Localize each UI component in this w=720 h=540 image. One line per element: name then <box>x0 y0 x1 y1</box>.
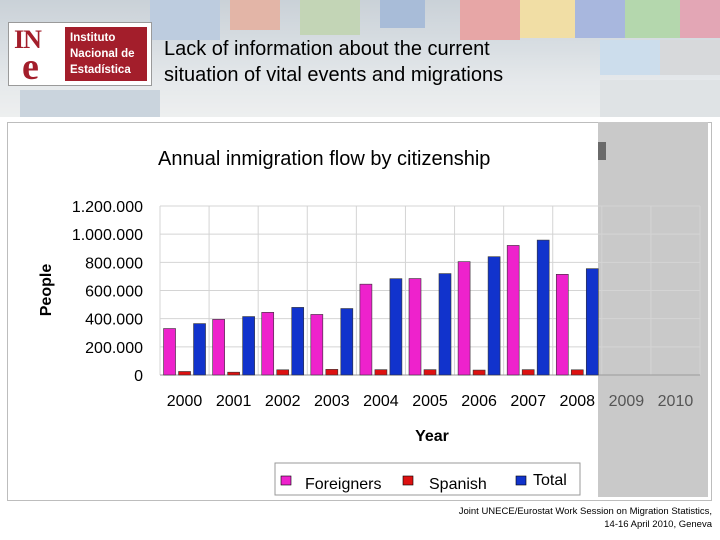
x-tick-label: 2006 <box>461 393 497 410</box>
y-tick-label: 1.000.000 <box>72 227 143 244</box>
projection-shade <box>598 122 708 497</box>
logo-name-line2: Nacional de <box>70 48 135 60</box>
bar-total-2004 <box>389 278 403 376</box>
y-tick-label: 600.000 <box>85 284 143 301</box>
x-tick-label: 2002 <box>265 393 301 410</box>
bar-foreigners-2005 <box>408 278 422 376</box>
chart-title: Annual inmigration flow by citizenship <box>152 140 597 178</box>
y-tick-label: 0 <box>134 368 143 385</box>
footer-line2: 14-16 April 2010, Geneva <box>604 519 712 530</box>
footer-line1: Joint UNECE/Eurostat Work Session on Mig… <box>458 506 712 517</box>
bar-total-2005 <box>438 273 452 376</box>
bar-foreigners-2003 <box>310 314 324 376</box>
legend-swatch-spanish <box>402 475 414 486</box>
bar-spanish-2001 <box>227 371 240 376</box>
x-tick-label: 2009 <box>609 393 645 410</box>
bar-spanish-2003 <box>325 369 339 376</box>
y-tick-label: 1.200.000 <box>72 199 143 216</box>
gridlines <box>159 205 701 376</box>
legend-box <box>274 462 581 496</box>
y-tick-labels: 0 200.000 400.000 600.000 800.000 1.000.000 1.… <box>72 199 143 385</box>
bar-foreigners-2001 <box>212 319 225 376</box>
x-axis-label: Year <box>415 428 449 445</box>
bar-spanish-2008 <box>570 369 584 376</box>
y-tick-label: 200.000 <box>85 340 143 357</box>
legend-swatch-total <box>515 475 527 486</box>
y-tick-label: 800.000 <box>85 255 143 272</box>
x-tick-label: 2003 <box>314 393 350 410</box>
x-tick-label: 2007 <box>510 393 546 410</box>
bar-foreigners-2006 <box>457 261 471 376</box>
slide-title-line1: Lack of information about the current <box>164 38 490 60</box>
bar-total-2007 <box>536 239 550 376</box>
logo-institute-name: Instituto Nacional de Estadística <box>65 27 147 81</box>
bar-foreigners-2000 <box>163 328 176 376</box>
bar-total-2003 <box>340 308 354 376</box>
bar-total-2008 <box>585 268 599 376</box>
bar-spanish-2004 <box>374 369 388 376</box>
bar-foreigners-2008 <box>555 274 569 376</box>
y-axis-label: People <box>38 264 55 317</box>
x-tick-label: 2001 <box>216 393 252 410</box>
bar-spanish-2002 <box>276 369 290 376</box>
x-tick-label: 2010 <box>658 393 694 410</box>
bar-total-2000 <box>193 323 206 376</box>
x-tick-label: 2005 <box>412 393 448 410</box>
x-tick-label: 2000 <box>167 393 203 410</box>
bar-total-2002 <box>291 307 305 376</box>
bar-spanish-2006 <box>472 369 486 376</box>
bar-spanish-2005 <box>423 369 437 376</box>
x-tick-label: 2004 <box>363 393 399 410</box>
legend-swatch-foreigners <box>280 475 292 486</box>
legend-label-total: Total <box>533 472 567 489</box>
slide-title: Lack of information about the current si… <box>164 36 684 88</box>
ine-logo-mark: IN e <box>12 25 62 88</box>
logo-name-line3: Estadística <box>70 64 131 76</box>
logo-e-text: e <box>22 46 39 88</box>
bar-foreigners-2004 <box>359 283 373 376</box>
shade-corner <box>598 142 606 160</box>
slide-title-line2: situation of vital events and migrations <box>164 64 504 86</box>
x-tick-labels: 2000 2001 2002 2003 2004 2005 2006 2007 2008 2009… <box>167 393 694 410</box>
legend-label-spanish: Spanish <box>429 476 487 493</box>
legend-label-foreigners: Foreigners <box>305 476 381 493</box>
bar-total-2006 <box>487 256 501 376</box>
bar-foreigners-2007 <box>506 245 520 376</box>
logo-ine-text: IN <box>14 25 42 54</box>
footer-credit: Joint UNECE/Eurostat Work Session on Mig… <box>400 505 712 531</box>
bar-total-2001 <box>242 316 255 376</box>
header-banner <box>0 0 720 117</box>
bars <box>163 239 599 376</box>
bar-spanish-2000 <box>178 371 191 376</box>
ine-logo: IN e Instituto Nacional de Estadística <box>8 22 152 88</box>
logo-name-line1: Instituto <box>70 32 116 44</box>
bar-foreigners-2002 <box>261 312 275 376</box>
bar-spanish-2007 <box>521 369 535 376</box>
x-tick-label: 2008 <box>559 393 595 410</box>
y-tick-label: 400.000 <box>85 312 143 329</box>
legend: Foreigners Spanish Total <box>274 462 581 496</box>
